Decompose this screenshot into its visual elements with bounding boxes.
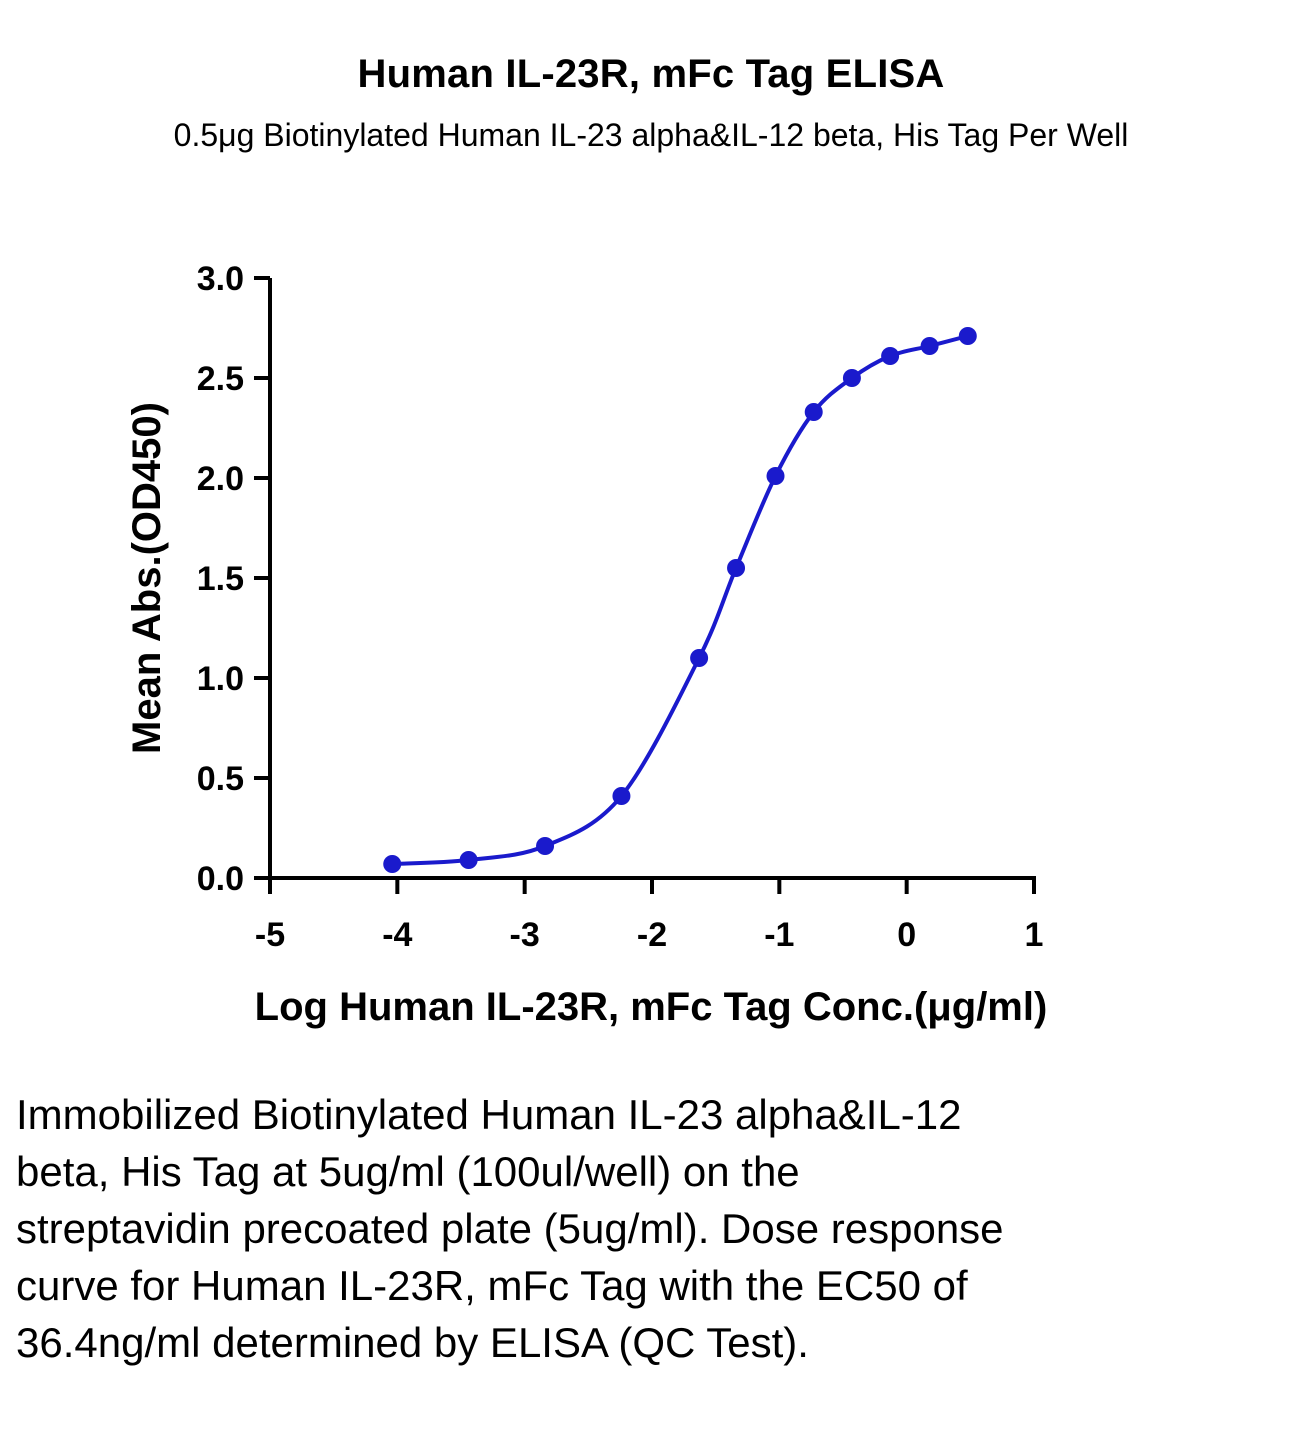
data-point [881,347,900,365]
data-point [383,855,402,873]
y-tick-label: 1.5 [197,560,244,598]
y-tick-label: 0.0 [197,860,244,898]
x-tick-label: -2 [637,916,667,954]
data-point [727,559,746,577]
data-point [958,327,977,345]
chart-title: Human IL-23R, mFc Tag ELISA [357,52,945,96]
elisa-chart: 0.0 0.5 1.0 1.5 2.0 2.5 3.0 -5 -4 -3 -2 -1 0 1 Mean A… [125,260,1048,1029]
data-point [690,649,709,667]
data-point [459,851,478,869]
y-tick-label: 2.0 [197,460,244,498]
y-axis-label: Mean Abs.(OD450) [125,402,169,754]
axes: 0.0 0.5 1.0 1.5 2.0 2.5 3.0 -5 -4 -3 -2 -1 0 1 [197,260,1044,954]
x-tick-label: -1 [764,916,794,954]
series-group [383,327,977,873]
data-point [920,337,939,355]
x-tick-label: 0 [897,916,916,954]
x-tick-label: -5 [255,916,285,954]
figure-caption: Immobilized Biotinylated Human IL-23 alp… [16,1091,1004,1366]
data-point [612,787,631,805]
y-tick-label: 0.5 [197,760,244,798]
chart-subtitle: 0.5μg Biotinylated Human IL-23 alpha&IL-… [173,117,1129,153]
x-tick-label: -3 [510,916,540,954]
series-line [392,334,969,866]
y-tick-label: 1.0 [197,660,244,698]
data-point [536,837,555,855]
x-axis-label: Log Human IL-23R, mFc Tag Conc.(μg/ml) [255,985,1048,1029]
data-point [842,369,861,387]
data-point [766,467,785,485]
x-tick-label: -4 [382,916,412,954]
data-point [804,403,823,421]
y-tick-label: 3.0 [197,260,244,298]
y-tick-label: 2.5 [197,360,244,398]
x-tick-label: 1 [1025,916,1044,954]
